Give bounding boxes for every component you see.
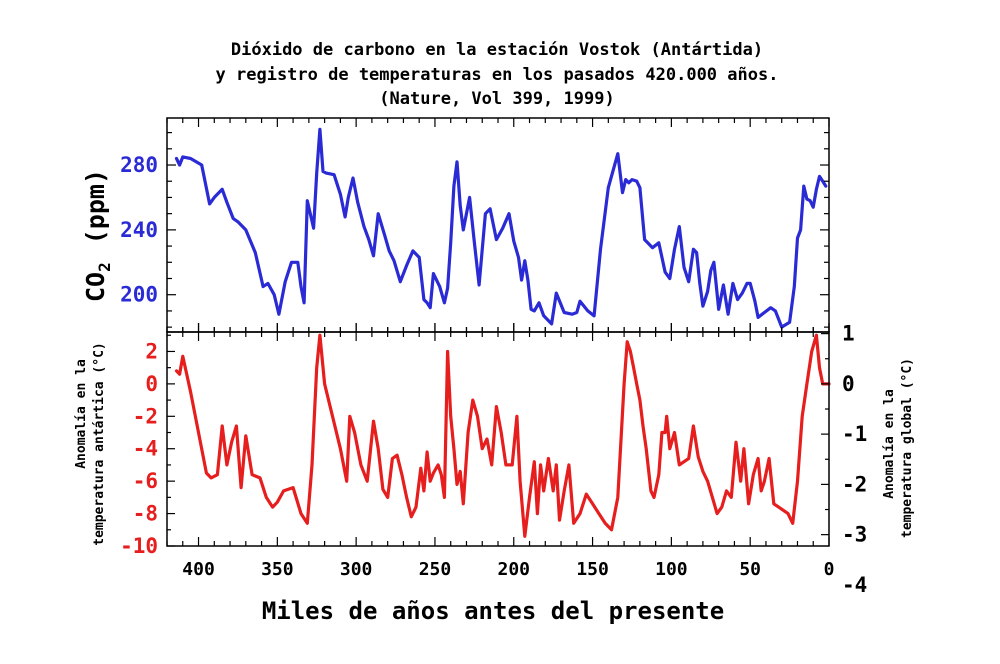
temperature-series xyxy=(174,333,831,538)
temp-y-tick-label: -8 xyxy=(133,502,158,526)
x-tick-label: 0 xyxy=(824,559,835,580)
x-tick-label: 250 xyxy=(419,559,452,580)
temp-y-tick-label: -10 xyxy=(120,534,158,558)
x-tick-label: 100 xyxy=(655,559,688,580)
x-tick-label: 300 xyxy=(340,559,373,580)
co2-line xyxy=(174,127,828,329)
temp-y-tick-label: 0 xyxy=(145,372,158,396)
co2-ylabel: CO2 (ppm) xyxy=(81,169,114,302)
x-tick-label: 50 xyxy=(739,559,761,580)
x-tick-label: 150 xyxy=(576,559,609,580)
global-y-tick-label: -3 xyxy=(842,523,867,547)
global-y-tick-label: -2 xyxy=(842,472,867,496)
x-axis-label: Miles de años antes del presente xyxy=(262,597,724,625)
temperature-line xyxy=(174,333,831,538)
co2-y-tick-label: 200 xyxy=(120,283,158,307)
global-y-tick-label: -1 xyxy=(842,422,867,446)
temp-y-tick-label: -4 xyxy=(133,437,158,461)
temp-panel-frame xyxy=(166,331,830,547)
x-tick-label: 350 xyxy=(261,559,294,580)
tick-labels: 400 350 300 250 200 150 100 50 0 200 240 280 2 0 -2 -4 -… xyxy=(120,153,867,597)
temp-ylabel-right: Anomalía en la temperatura global (°C) xyxy=(882,358,915,538)
temp-y-tick-label: -2 xyxy=(133,404,158,428)
co2-y-tick-label: 240 xyxy=(120,218,158,242)
global-y-tick-label: 0 xyxy=(842,372,855,396)
chart-title: Dióxido de carbono en la estación Vostok… xyxy=(216,40,779,109)
co2-series xyxy=(174,127,828,329)
temp-ylabel-right-line1: Anomalía en la xyxy=(882,389,897,499)
temp-y-tick-label: -6 xyxy=(133,469,158,493)
temp-ylabel-right-line2: temperatura global (°C) xyxy=(900,358,915,538)
co2-ylabel-sub: 2 xyxy=(95,262,114,272)
co2-ylabel-unit: (ppm) xyxy=(81,169,110,244)
global-y-tick-label: -4 xyxy=(842,573,867,597)
co2-y-tick-label: 280 xyxy=(120,153,158,177)
temp-ylabel-left-line2: temperatura antártica (°C) xyxy=(92,342,107,546)
title-line-1: Dióxido de carbono en la estación Vostok… xyxy=(231,40,763,60)
svg-text:CO2(ppm): CO2 (ppm) xyxy=(81,169,114,302)
temp-ylabel-left-line1: Anomalía en la xyxy=(74,359,89,469)
temp-y-tick-label: 2 xyxy=(145,339,158,363)
global-y-tick-label: 1 xyxy=(842,322,855,346)
x-tick-label: 400 xyxy=(182,559,215,580)
temp-ylabel-left: Anomalía en la temperatura antártica (°C… xyxy=(74,342,107,546)
title-line-2: y registro de temperaturas en los pasado… xyxy=(216,65,779,85)
title-line-3: (Nature, Vol 399, 1999) xyxy=(379,89,614,109)
co2-ylabel-main: CO xyxy=(81,272,110,302)
tick-marks xyxy=(166,118,830,547)
x-tick-label: 200 xyxy=(498,559,531,580)
